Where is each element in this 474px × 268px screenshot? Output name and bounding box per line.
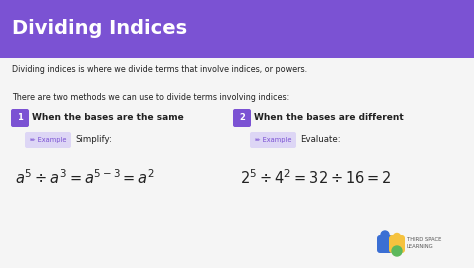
Text: Evaluate:: Evaluate: bbox=[300, 136, 341, 144]
Text: 1: 1 bbox=[17, 114, 23, 122]
Text: ✏ Example: ✏ Example bbox=[30, 137, 66, 143]
FancyBboxPatch shape bbox=[389, 235, 405, 253]
Text: When the bases are the same: When the bases are the same bbox=[32, 114, 184, 122]
Text: $a^5 \div a^3 = a^{5-3} = a^2$: $a^5 \div a^3 = a^{5-3} = a^2$ bbox=[15, 169, 155, 187]
Circle shape bbox=[381, 231, 389, 239]
Text: Dividing indices is where we divide terms that involve indices, or powers.: Dividing indices is where we divide term… bbox=[12, 65, 307, 75]
FancyBboxPatch shape bbox=[11, 109, 29, 127]
Text: 2: 2 bbox=[239, 114, 245, 122]
FancyBboxPatch shape bbox=[233, 109, 251, 127]
Circle shape bbox=[393, 233, 401, 240]
Text: THIRD SPACE
LEARNING: THIRD SPACE LEARNING bbox=[407, 237, 441, 249]
Text: There are two methods we can use to divide terms involving indices:: There are two methods we can use to divi… bbox=[12, 92, 289, 102]
Circle shape bbox=[392, 246, 402, 256]
FancyBboxPatch shape bbox=[377, 235, 393, 253]
FancyBboxPatch shape bbox=[25, 132, 71, 148]
FancyBboxPatch shape bbox=[250, 132, 296, 148]
Text: ✏ Example: ✏ Example bbox=[255, 137, 292, 143]
Text: Dividing Indices: Dividing Indices bbox=[12, 19, 187, 38]
Text: Simplify:: Simplify: bbox=[75, 136, 112, 144]
Text: $2^5 \div 4^2= 32 \div 16 = 2$: $2^5 \div 4^2= 32 \div 16 = 2$ bbox=[240, 169, 392, 187]
Text: When the bases are different: When the bases are different bbox=[254, 114, 404, 122]
